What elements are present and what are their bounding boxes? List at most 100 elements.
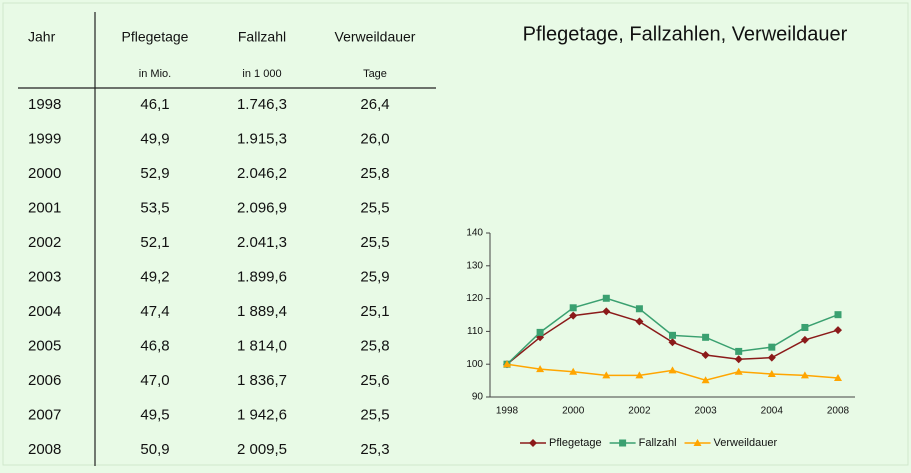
point <box>635 317 644 326</box>
point <box>734 367 743 375</box>
point <box>669 331 676 339</box>
table-cell: 1 814,0 <box>237 337 287 354</box>
point <box>602 307 611 316</box>
legend-label: Pflegetage <box>549 437 602 449</box>
table-cell: 25,9 <box>360 268 389 285</box>
y-tick-label: 100 <box>466 359 483 370</box>
point <box>800 335 809 344</box>
table-cell: 25,5 <box>360 406 389 423</box>
point <box>602 294 610 302</box>
table-cell: 46,8 <box>140 337 169 354</box>
table-cell: 2005 <box>28 337 61 354</box>
table-cell: 2.041,3 <box>237 234 287 251</box>
point <box>800 371 809 379</box>
table-cell: 50,9 <box>140 441 169 458</box>
table-cell: 49,5 <box>140 406 169 423</box>
table-cell: 49,9 <box>140 130 169 147</box>
table-cell: 47,4 <box>140 303 169 320</box>
table-cell: 53,5 <box>140 199 169 216</box>
table-cell: 1.899,6 <box>237 268 287 285</box>
column-header: Pflegetage <box>122 29 189 45</box>
x-tick-label: 2000 <box>562 406 585 417</box>
point <box>767 353 776 362</box>
table-cell: 2.096,9 <box>237 199 287 216</box>
table-cell: 25,5 <box>360 199 389 216</box>
table-cell: 2000 <box>28 165 61 182</box>
point <box>834 373 842 381</box>
column-header: Verweildauer <box>335 29 416 45</box>
table-cell: 52,9 <box>140 165 169 182</box>
legend-label: Fallzahl <box>639 437 677 449</box>
table-cell: 49,2 <box>140 268 169 285</box>
point <box>702 333 710 341</box>
table-cell: 2003 <box>28 268 61 285</box>
table-cell: 1998 <box>28 96 61 113</box>
table-cell: 2 009,5 <box>237 441 287 458</box>
column-unit: in Mio. <box>139 68 171 80</box>
x-tick-label: 1998 <box>496 406 519 417</box>
x-tick-label: 2002 <box>628 406 651 417</box>
table-cell: 1999 <box>28 130 61 147</box>
point <box>536 328 544 336</box>
frame <box>2 2 909 466</box>
column-unit: Tage <box>363 68 387 80</box>
table-cell: 1.915,3 <box>237 130 287 147</box>
point <box>834 326 842 335</box>
point <box>801 323 809 331</box>
point <box>767 370 776 378</box>
table-cell: 25,8 <box>360 165 389 182</box>
table-cell: 26,0 <box>360 130 389 147</box>
column-header: Fallzahl <box>238 29 286 45</box>
table-cell: 1 942,6 <box>237 406 287 423</box>
point <box>768 343 776 351</box>
x-tick-label: 2004 <box>761 406 784 417</box>
y-tick-label: 130 <box>466 260 483 271</box>
point <box>602 371 611 379</box>
y-tick-label: 110 <box>467 326 483 337</box>
column-header: Jahr <box>28 29 56 45</box>
table-cell: 2001 <box>28 199 61 216</box>
point <box>701 376 710 384</box>
table-cell: 25,6 <box>360 372 389 389</box>
table: Jahr Pflegetage Fallzahl Verweildauer in Mio… <box>28 29 416 458</box>
point <box>503 360 511 368</box>
point <box>569 304 577 312</box>
table-cell: 25,1 <box>360 303 389 320</box>
y-tick-label: 120 <box>466 293 483 304</box>
column-unit: in 1 000 <box>242 68 281 80</box>
table-cell: 25,5 <box>360 234 389 251</box>
point <box>668 366 677 374</box>
table-cell: 2007 <box>28 406 61 423</box>
table-cell: 1.746,3 <box>237 96 287 113</box>
table-cell: 1 889,4 <box>237 303 287 320</box>
table-cell: 47,0 <box>140 372 169 389</box>
point <box>635 371 644 379</box>
table-cell: 25,8 <box>360 337 389 354</box>
table-cell: 2.046,2 <box>237 165 287 182</box>
chart: 90 100 110 120 130 140 1998 2000 2002 2003 2004 200… <box>466 228 855 449</box>
table-cell: 2002 <box>28 234 61 251</box>
point <box>529 439 537 447</box>
point <box>635 305 643 313</box>
table-cell: 2008 <box>28 441 61 458</box>
table-cell: 25,3 <box>360 441 389 458</box>
point <box>536 365 545 373</box>
table-cell: 2004 <box>28 303 61 320</box>
table-cell: 1 836,7 <box>237 372 287 389</box>
y-tick-label: 140 <box>466 228 483 239</box>
table-cell: 2006 <box>28 372 61 389</box>
point <box>569 311 578 320</box>
point <box>569 367 578 375</box>
x-tick-label: 2008 <box>827 406 850 417</box>
chart-title: Pflegetage, Fallzahlen, Verweildauer <box>523 23 848 45</box>
point <box>735 347 743 355</box>
y-tick-label: 90 <box>472 392 484 403</box>
point <box>834 311 842 319</box>
table-cell: 52,1 <box>140 234 169 251</box>
table-cell: 46,1 <box>140 96 169 113</box>
table-cell: 26,4 <box>360 96 389 113</box>
point <box>619 439 627 447</box>
